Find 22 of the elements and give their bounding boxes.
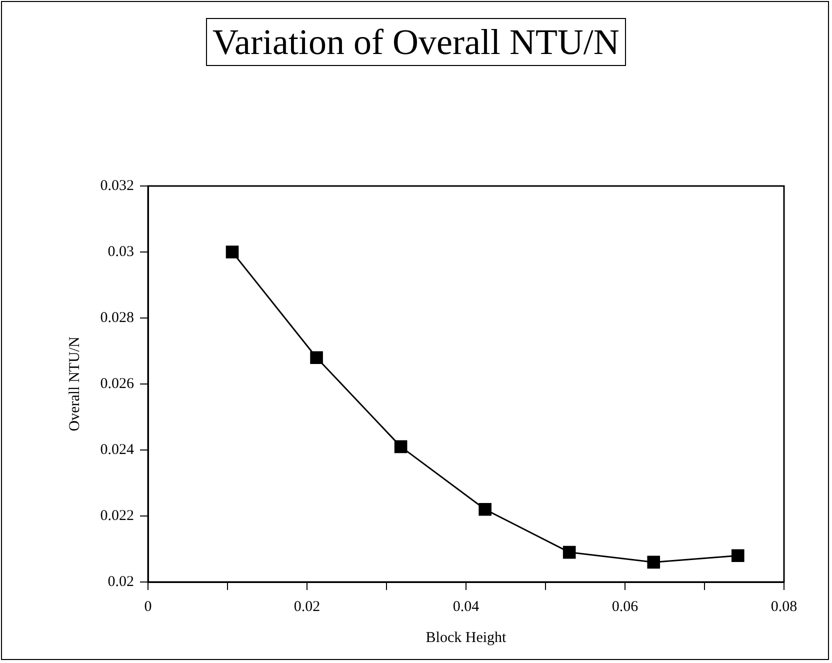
y-tick-label: 0.024 bbox=[100, 442, 134, 458]
chart-title: Variation of Overall NTU/N bbox=[206, 18, 626, 66]
x-tick-label: 0.08 bbox=[770, 598, 798, 615]
x-tick-label: 0.06 bbox=[612, 598, 639, 615]
y-tick-label: 0.028 bbox=[100, 310, 134, 326]
y-tick-label: 0.032 bbox=[100, 178, 134, 194]
x-tick-label: 0 bbox=[144, 598, 152, 615]
y-axis-title: Overall NTU/N bbox=[66, 336, 83, 432]
point bbox=[562, 546, 576, 559]
y-tick-label: 0.026 bbox=[100, 376, 134, 392]
point bbox=[731, 549, 744, 562]
point bbox=[310, 351, 323, 364]
x-axis-title: Block Height bbox=[426, 630, 508, 646]
y-tick-label: 0.022 bbox=[100, 508, 134, 524]
point bbox=[647, 556, 660, 569]
y-tick-label: 0.03 bbox=[108, 244, 134, 260]
point bbox=[394, 440, 408, 454]
y-tick-label: 0.02 bbox=[108, 574, 134, 590]
point bbox=[478, 502, 492, 516]
x-tick-label: 0.04 bbox=[452, 598, 480, 615]
x-tick-label: 0.02 bbox=[294, 598, 320, 615]
point bbox=[226, 246, 239, 258]
